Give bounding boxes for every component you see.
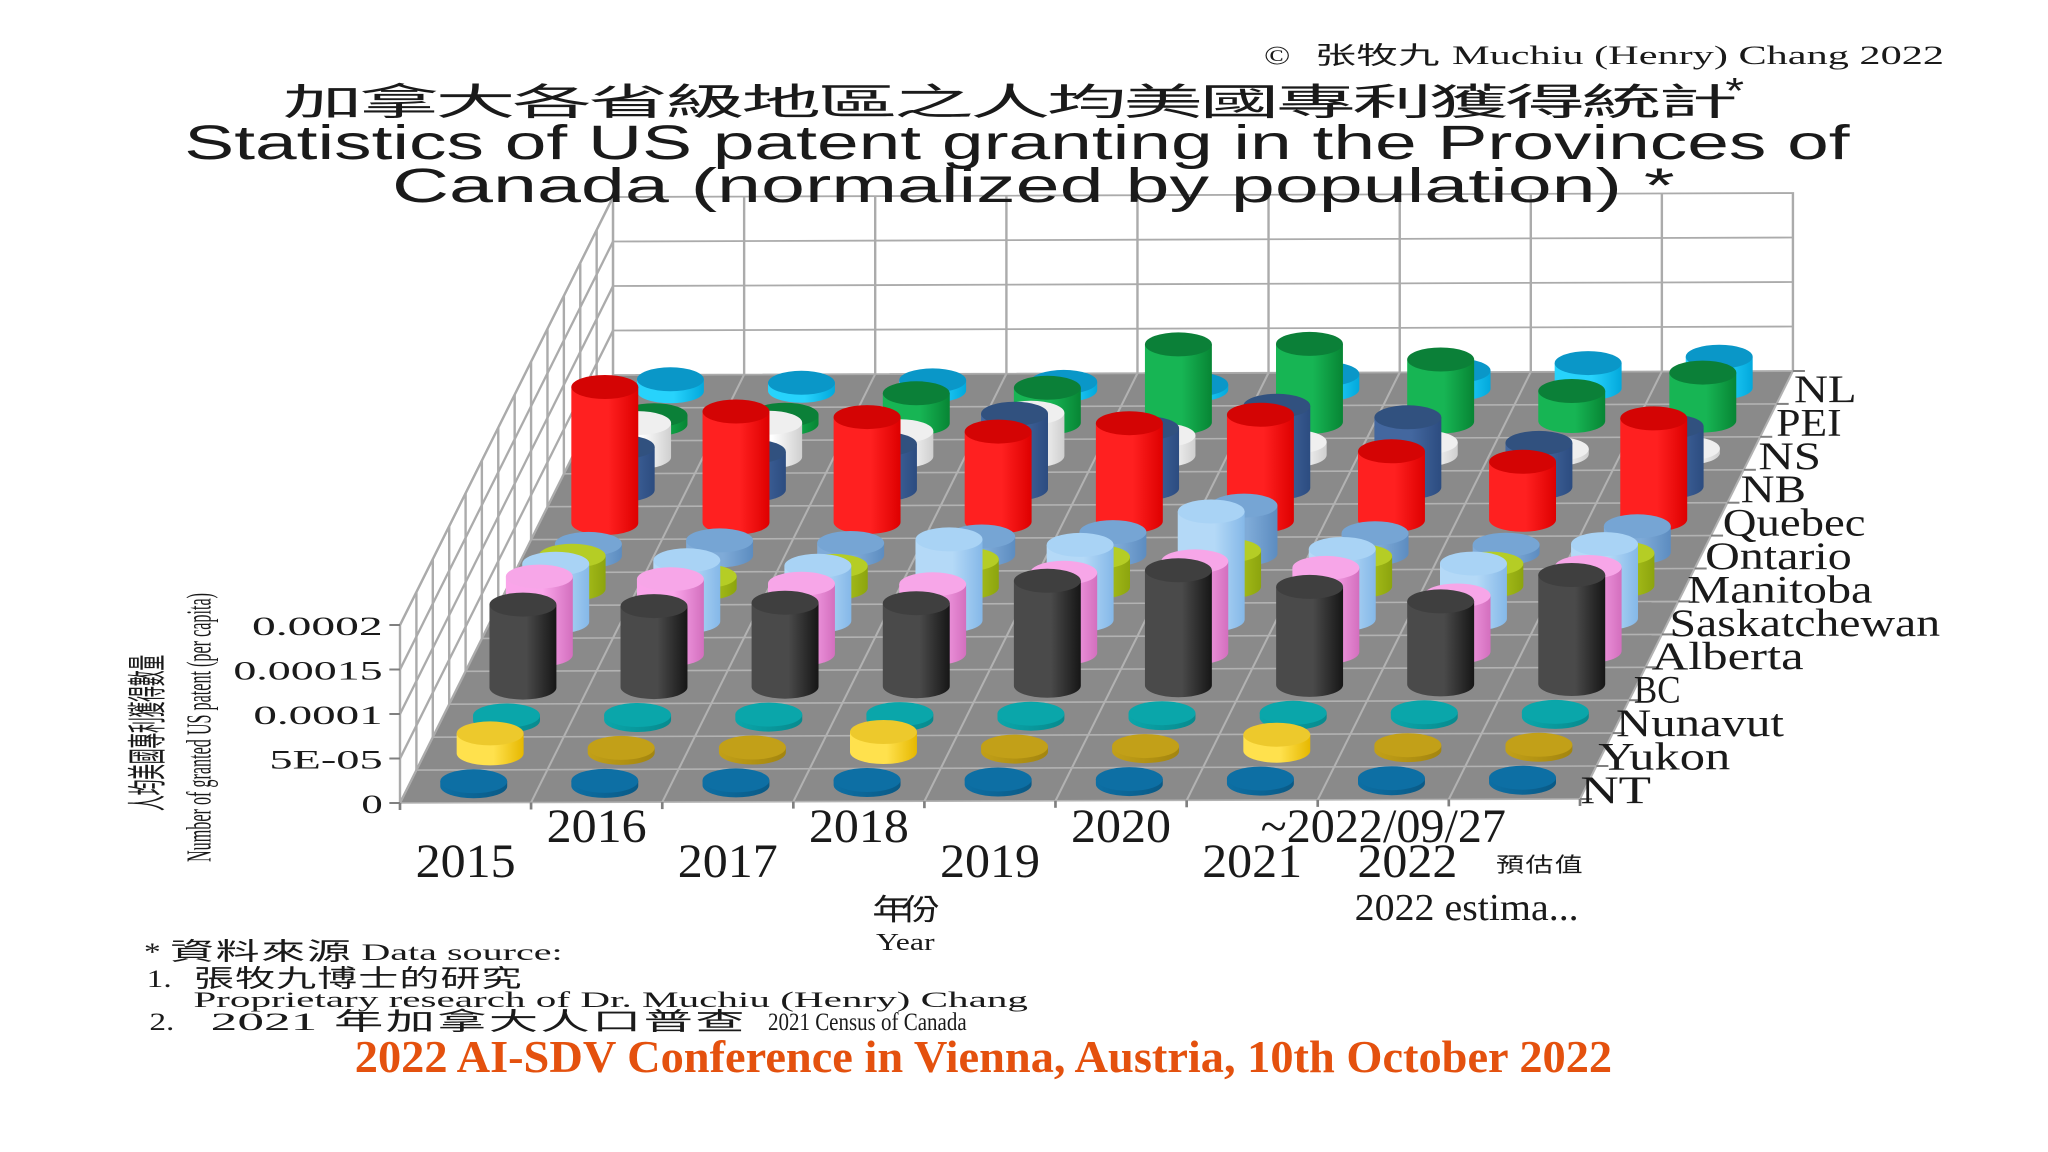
svg-text:Canada (normalized by populati: Canada (normalized by population) * — [392, 159, 1675, 212]
svg-text:Number of granted US patent (p: Number of granted US patent (per capita) — [180, 593, 218, 862]
svg-text:Year: Year — [876, 930, 935, 956]
svg-text:Manitoba: Manitoba — [1687, 568, 1872, 611]
svg-text:PEI: PEI — [1776, 401, 1841, 444]
svg-text:2017: 2017 — [678, 835, 778, 888]
svg-text:Statistics of US patent granti: Statistics of US patent granting in the … — [184, 116, 1850, 169]
svg-text:NL: NL — [1794, 367, 1857, 410]
svg-text:2021: 2021 — [211, 1009, 318, 1036]
svg-text:Muchiu (Henry) Chang 2022: Muchiu (Henry) Chang 2022 — [1452, 41, 1944, 70]
svg-text:~2022/09/27: ~2022/09/27 — [1261, 800, 1506, 853]
svg-text:0.0001: 0.0001 — [253, 701, 382, 730]
svg-text:2021 Census of Canada: 2021 Census of Canada — [768, 1009, 967, 1036]
svg-text:Nunavut: Nunavut — [1616, 701, 1784, 744]
svg-text:2.: 2. — [149, 1009, 174, 1036]
svg-text:5E-05: 5E-05 — [269, 746, 382, 775]
svg-text:0: 0 — [361, 790, 382, 819]
svg-text:Ontario: Ontario — [1705, 534, 1852, 577]
svg-text:2018: 2018 — [809, 800, 909, 853]
svg-text:Quebec: Quebec — [1723, 501, 1866, 544]
svg-text:©: © — [1264, 41, 1290, 70]
svg-text:*: * — [1725, 71, 1744, 111]
svg-text:2015: 2015 — [416, 835, 516, 888]
svg-text:2021: 2021 — [1202, 835, 1302, 888]
svg-text:NB: NB — [1741, 467, 1806, 510]
svg-text:2022: 2022 — [1357, 835, 1457, 888]
svg-text:2019: 2019 — [940, 835, 1040, 888]
svg-text:Proprietary research of Dr. Mu: Proprietary research of Dr. Muchiu (Henr… — [193, 987, 1028, 1012]
svg-text:0.0002: 0.0002 — [252, 612, 383, 641]
svg-text:0.00015: 0.00015 — [233, 657, 382, 686]
svg-text:Alberta: Alberta — [1652, 634, 1804, 677]
svg-text:1.: 1. — [147, 966, 172, 993]
svg-text:2016: 2016 — [547, 800, 647, 853]
svg-text:NT: NT — [1580, 768, 1651, 811]
svg-text:Saskatchewan: Saskatchewan — [1669, 601, 1940, 644]
svg-text:2020: 2020 — [1071, 800, 1171, 853]
svg-text:*: * — [144, 939, 161, 966]
svg-text:2022 estima...: 2022 estima... — [1355, 886, 1579, 928]
svg-text:BC: BC — [1634, 668, 1681, 711]
svg-text:2022 AI-SDV Conference in Vien: 2022 AI-SDV Conference in Vienna, Austri… — [355, 1031, 1612, 1082]
svg-text:NS: NS — [1758, 434, 1821, 477]
svg-text:Yukon: Yukon — [1598, 735, 1730, 778]
svg-text:Data source:: Data source: — [361, 940, 562, 965]
